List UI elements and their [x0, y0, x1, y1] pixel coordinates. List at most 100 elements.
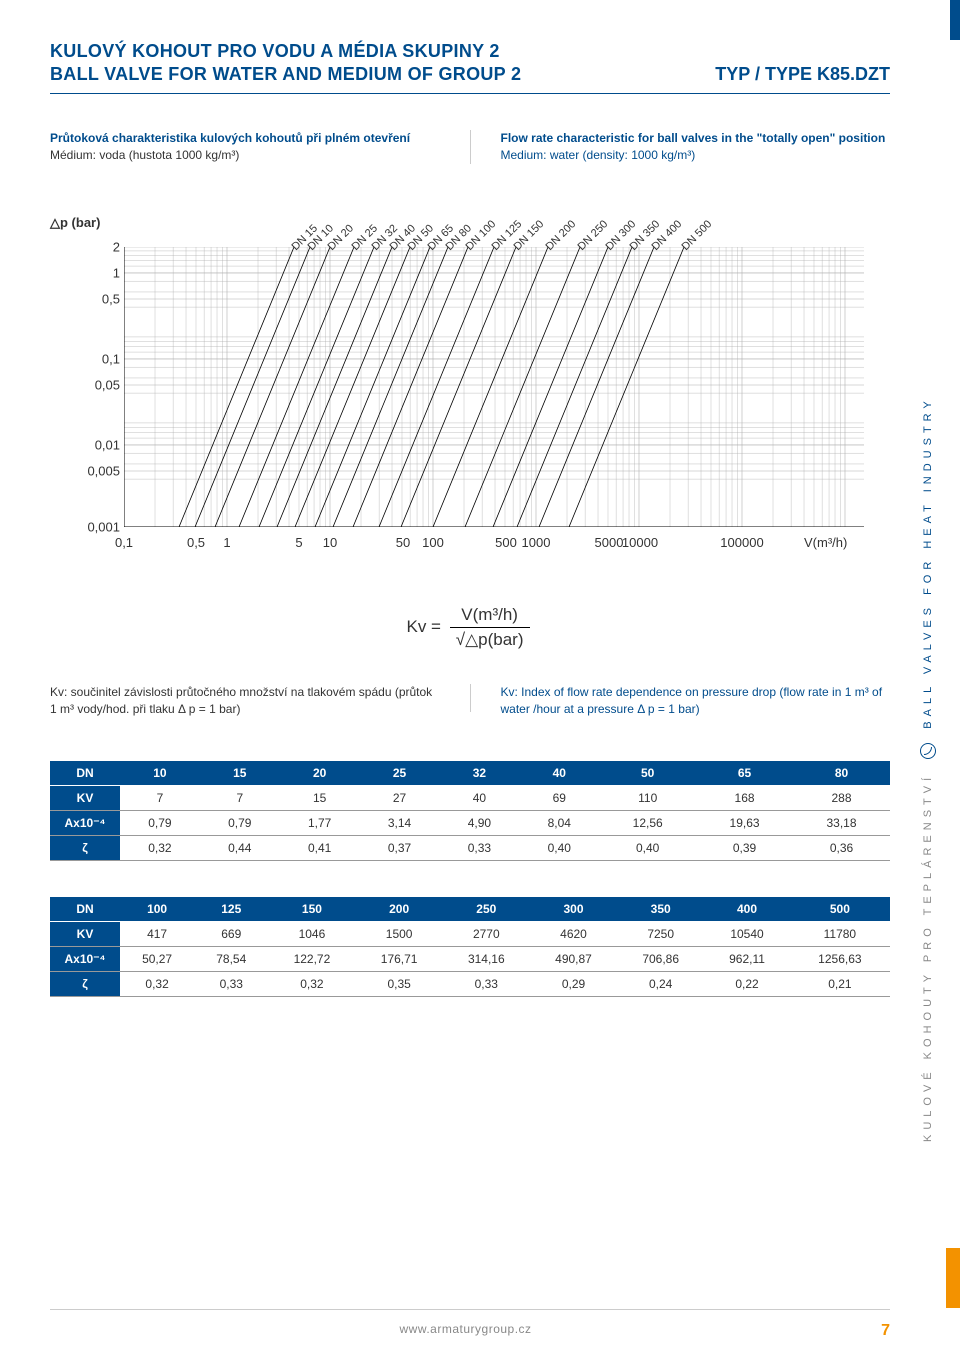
table-cell: 0,33: [440, 836, 520, 861]
formula-lhs: Kv =: [407, 617, 442, 636]
table-cell: 78,54: [194, 947, 268, 972]
y-tick: 0,1: [70, 351, 120, 366]
table-cell: 3,14: [360, 811, 440, 836]
table-cell: 7250: [617, 922, 704, 947]
x-tick: 5: [295, 535, 302, 550]
table-cell: 69: [519, 786, 599, 811]
table-cell: 417: [120, 922, 194, 947]
x-tick: 0,1: [115, 535, 133, 550]
table-cell: 12,56: [599, 811, 696, 836]
x-tick: 1000: [522, 535, 551, 550]
intro-en-bold: Flow rate characteristic for ball valves…: [501, 130, 891, 147]
table-cell: 15: [280, 786, 360, 811]
table-header-cell: 125: [194, 897, 268, 922]
table-cell: 0,24: [617, 972, 704, 997]
x-tick: 50: [396, 535, 410, 550]
x-tick: 10: [323, 535, 337, 550]
table-cell: 0,40: [599, 836, 696, 861]
intro-divider: [470, 130, 471, 164]
table-cell: 1256,63: [790, 947, 890, 972]
table-cell: 0,40: [519, 836, 599, 861]
table-cell: 0,21: [790, 972, 890, 997]
table-cell: 4620: [530, 922, 617, 947]
intro-cz-bold: Průtoková charakteristika kulových kohou…: [50, 130, 440, 147]
table-row: ζ0,320,330,320,350,330,290,240,220,21: [50, 972, 890, 997]
x-tick: 100: [422, 535, 444, 550]
table-header-cell: 250: [443, 897, 530, 922]
title-cz: KULOVÝ KOHOUT PRO VODU A MÉDIA SKUPINY 2: [50, 40, 521, 63]
kv-desc-cz: Kv: součinitel závislosti průtočného mno…: [50, 684, 440, 718]
table-header-cell: 10: [120, 761, 200, 786]
table-cell: 168: [696, 786, 793, 811]
y-tick: 0,005: [70, 463, 120, 478]
table-cell: 8,04: [519, 811, 599, 836]
y-tick: 2: [70, 239, 120, 254]
intro-en-plain: Medium: water (density: 1000 kg/m³): [501, 147, 891, 164]
table-row: Ax10⁻⁴50,2778,54122,72176,71314,16490,87…: [50, 947, 890, 972]
intro-block: Průtoková charakteristika kulových kohou…: [50, 130, 890, 165]
footer: www.armaturygroup.cz 7: [50, 1309, 890, 1340]
table-cell: 0,39: [696, 836, 793, 861]
side-icon: [920, 743, 936, 759]
footer-url: www.armaturygroup.cz: [50, 1322, 881, 1340]
table-row: Ax10⁻⁴0,790,791,773,144,908,0412,5619,63…: [50, 811, 890, 836]
table-cell: Ax10⁻⁴: [50, 811, 120, 836]
kv-description: Kv: součinitel závislosti průtočného mno…: [50, 684, 890, 718]
table-cell: KV: [50, 786, 120, 811]
table-cell: ζ: [50, 836, 120, 861]
flow-chart: △p (bar) 210,50,10,050,010,0050,001 DN 1…: [50, 215, 890, 575]
table-cell: 50,27: [120, 947, 194, 972]
table-cell: 7: [120, 786, 200, 811]
table-header-cell: 300: [530, 897, 617, 922]
table-header-cell: 20: [280, 761, 360, 786]
table-cell: 0,32: [120, 836, 200, 861]
side-cz: KULOVÉ KOHOUTY PRO TEPLÁRENSTVÍ: [922, 773, 934, 1142]
table-cell: 10540: [704, 922, 789, 947]
data-table-2: DN100125150200250300350400500 KV41766910…: [50, 897, 890, 997]
table-cell: 0,44: [200, 836, 280, 861]
x-axis-unit: V(m³/h): [804, 535, 847, 550]
table-row: KV417669104615002770462072501054011780: [50, 922, 890, 947]
x-tick: 10000: [622, 535, 658, 550]
table-cell: 0,29: [530, 972, 617, 997]
x-tick: 500: [495, 535, 517, 550]
accent-bar: [946, 1248, 960, 1308]
table-cell: 0,32: [268, 972, 355, 997]
table-cell: 110: [599, 786, 696, 811]
table-header-cell: 200: [356, 897, 443, 922]
table-header-cell: 500: [790, 897, 890, 922]
table-cell: 0,22: [704, 972, 789, 997]
table-cell: 0,36: [793, 836, 890, 861]
x-tick: 100000: [720, 535, 763, 550]
table-cell: 0,79: [120, 811, 200, 836]
intro-cz-plain: Médium: voda (hustota 1000 kg/m³): [50, 147, 440, 164]
table-row: ζ0,320,440,410,370,330,400,400,390,36: [50, 836, 890, 861]
table-cell: 122,72: [268, 947, 355, 972]
table-cell: 176,71: [356, 947, 443, 972]
table-header-cell: DN: [50, 761, 120, 786]
table-cell: 4,90: [440, 811, 520, 836]
data-table-1: DN101520253240506580 KV77152740691101682…: [50, 761, 890, 861]
table-cell: 314,16: [443, 947, 530, 972]
page-number: 7: [881, 1322, 890, 1340]
kv-desc-en: Kv: Index of flow rate dependence on pre…: [501, 684, 891, 718]
table-cell: 0,41: [280, 836, 360, 861]
table-cell: 706,86: [617, 947, 704, 972]
table-header-cell: 100: [120, 897, 194, 922]
table-cell: 2770: [443, 922, 530, 947]
table-cell: 962,11: [704, 947, 789, 972]
y-axis-label: △p (bar): [50, 215, 100, 231]
table-cell: 669: [194, 922, 268, 947]
table-header-cell: 50: [599, 761, 696, 786]
table-cell: KV: [50, 922, 120, 947]
x-tick: 5000: [595, 535, 624, 550]
formula-den: √△p(bar): [450, 628, 530, 650]
table-cell: 33,18: [793, 811, 890, 836]
x-tick: 1: [223, 535, 230, 550]
table-cell: 1,77: [280, 811, 360, 836]
table-cell: 1500: [356, 922, 443, 947]
table-cell: 288: [793, 786, 890, 811]
table-header-cell: 350: [617, 897, 704, 922]
table-header-cell: 15: [200, 761, 280, 786]
table-cell: 0,35: [356, 972, 443, 997]
